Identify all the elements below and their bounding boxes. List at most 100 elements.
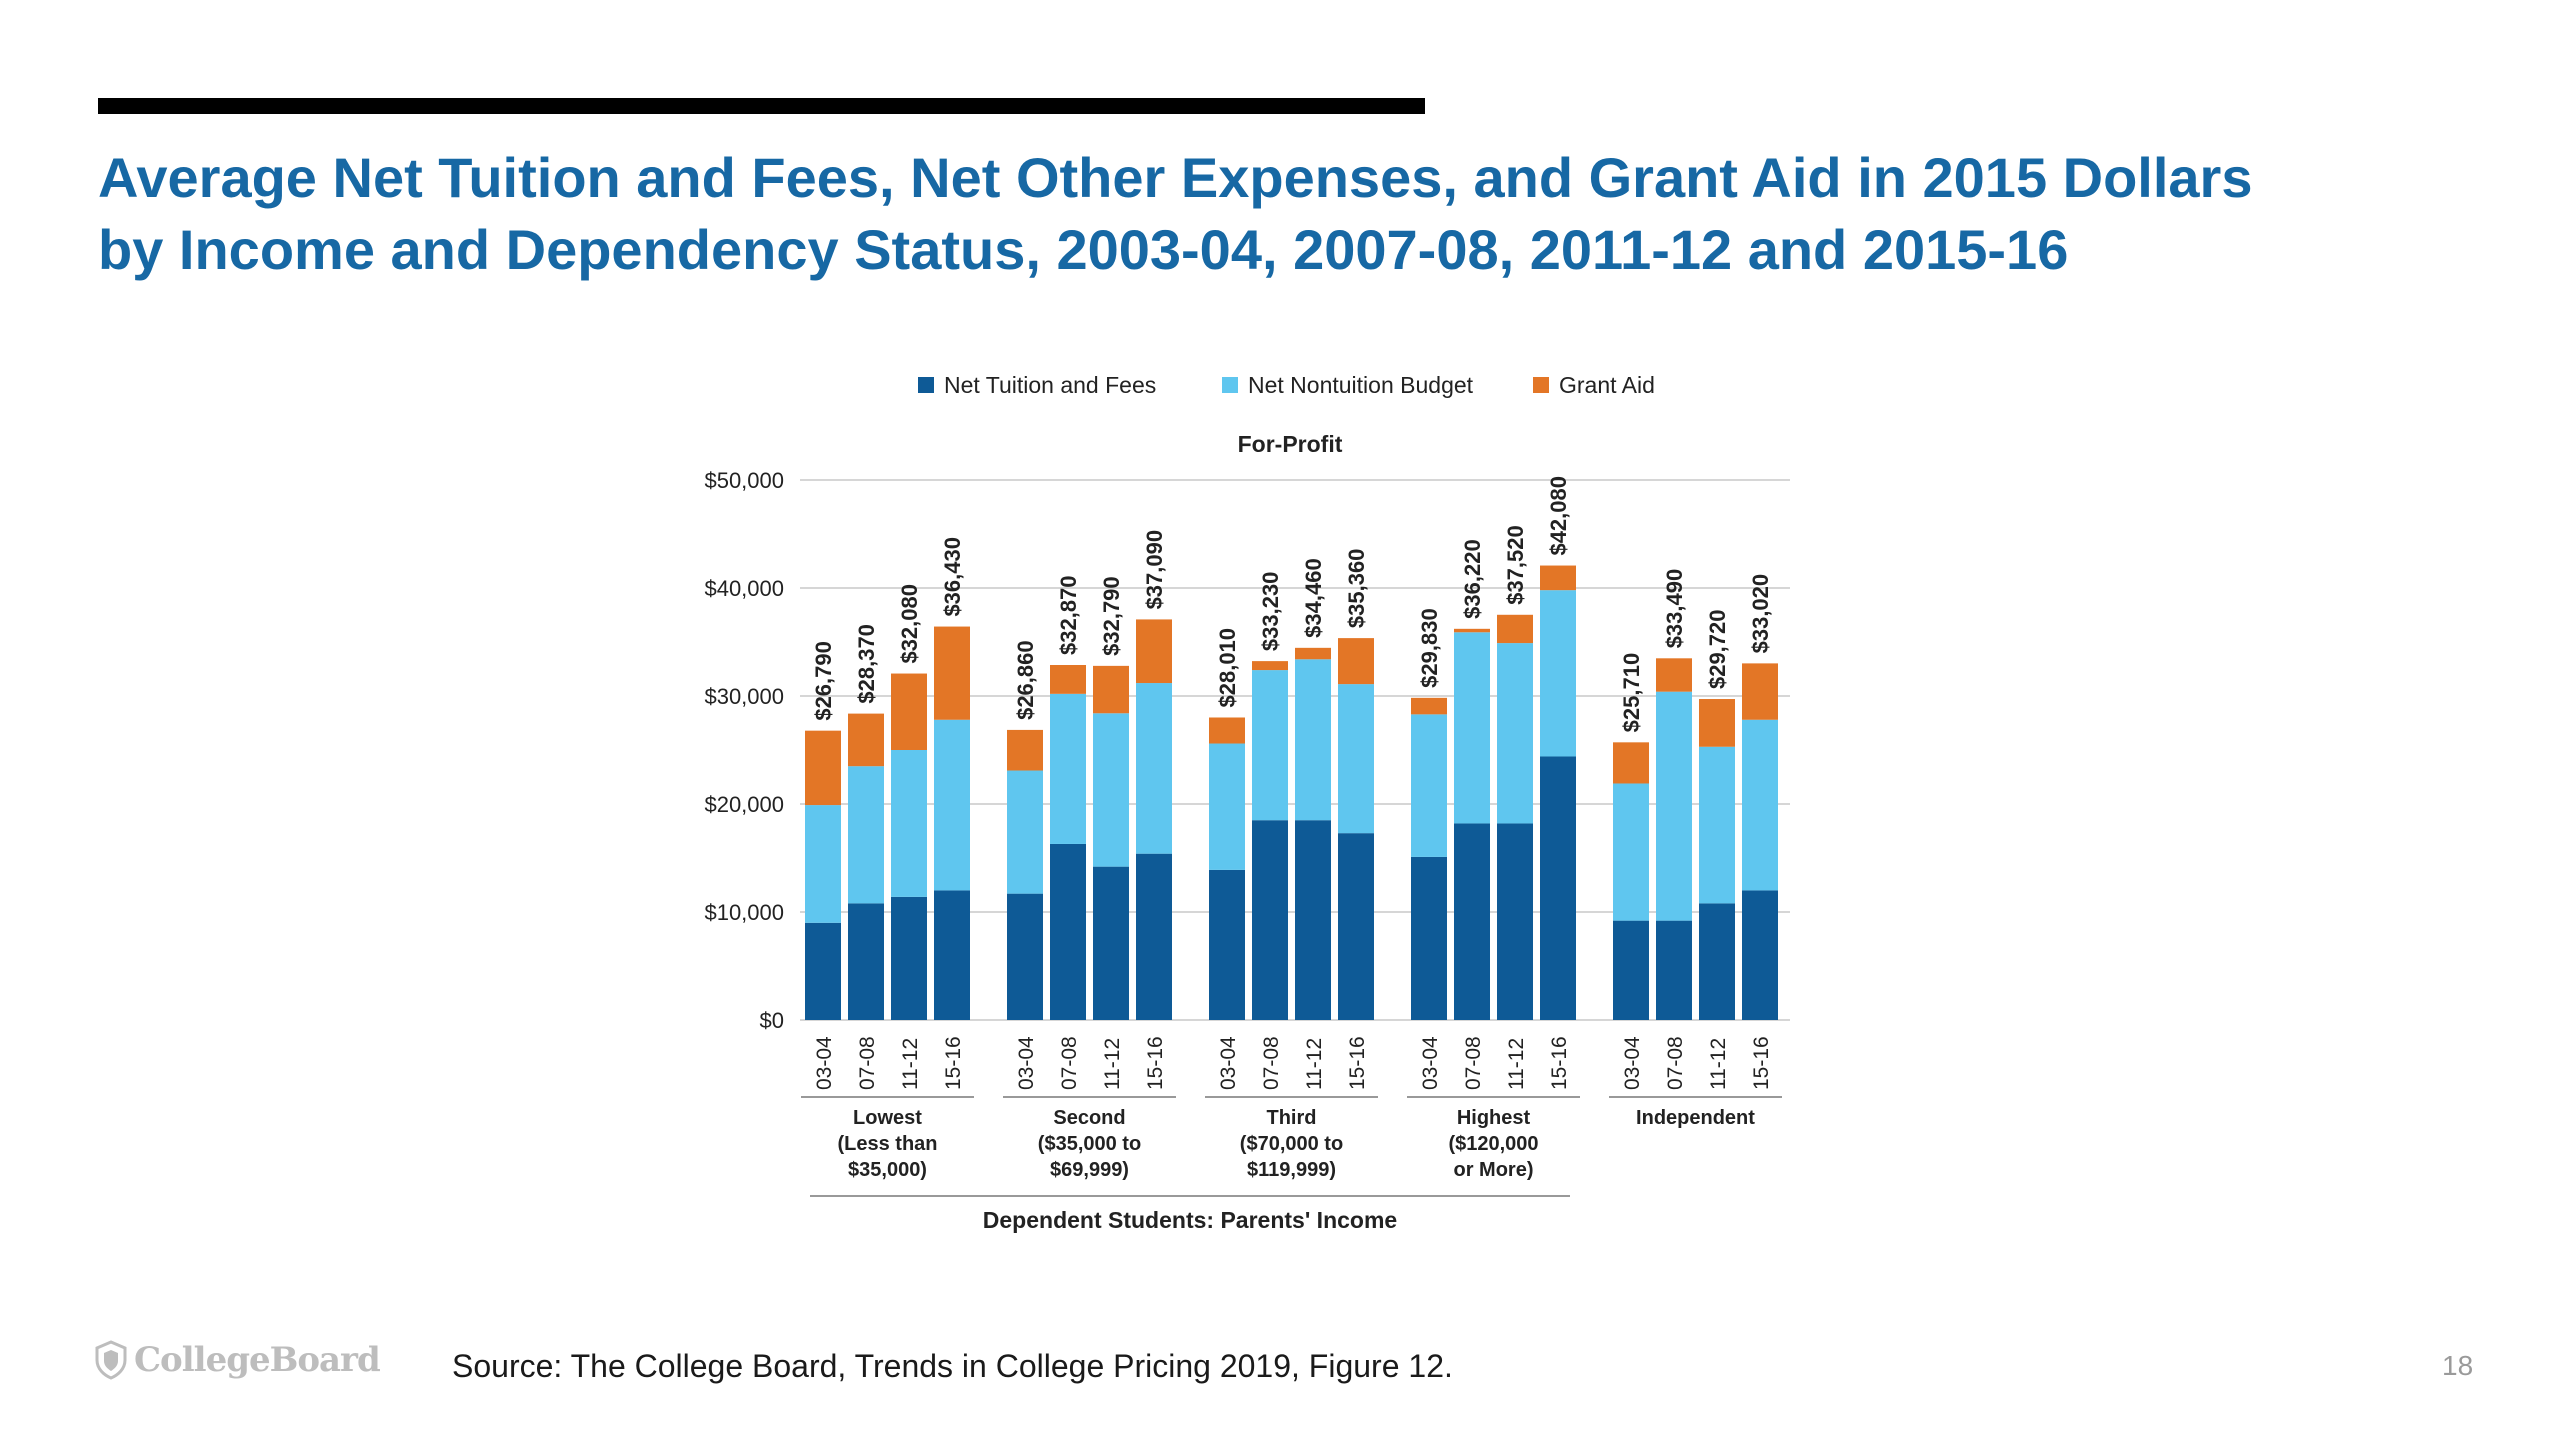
legend-label: Net Nontuition Budget bbox=[1248, 372, 1474, 398]
x-tick-label: 07-08 bbox=[1058, 1036, 1081, 1090]
group-label: $35,000) bbox=[848, 1159, 927, 1181]
bar-segment bbox=[1252, 670, 1288, 821]
bar-segment bbox=[1540, 590, 1576, 757]
bar-total-label: $29,830 bbox=[1417, 608, 1442, 688]
bar-segment bbox=[1295, 647, 1331, 660]
group-label: Second bbox=[1053, 1107, 1125, 1129]
bar-segment bbox=[1136, 619, 1172, 684]
bar-segment bbox=[1050, 665, 1086, 694]
bar-segment bbox=[891, 750, 927, 897]
group-label: Third bbox=[1267, 1107, 1317, 1129]
bar-total-label: $33,020 bbox=[1748, 574, 1773, 654]
x-tick-label: 03-04 bbox=[813, 1036, 836, 1090]
bar-segment bbox=[1656, 920, 1692, 1020]
y-tick-label: $50,000 bbox=[704, 468, 784, 493]
bar-segment bbox=[805, 730, 841, 806]
bar-segment bbox=[1411, 697, 1447, 715]
bar-segment bbox=[891, 673, 927, 750]
bar-total-label: $32,080 bbox=[897, 584, 922, 664]
bar-segment bbox=[1338, 638, 1374, 685]
bar-segment bbox=[1252, 661, 1288, 671]
bar-segment bbox=[1540, 565, 1576, 591]
bar-segment bbox=[1050, 843, 1086, 1020]
x-tick-label: 07-08 bbox=[1664, 1036, 1687, 1090]
bar-total-label: $37,520 bbox=[1503, 525, 1528, 605]
legend-swatch bbox=[1533, 377, 1549, 393]
stacked-bar-chart: $0 $10,000 $20,000 $30,000 $40,000 $50,000 For… bbox=[704, 372, 1790, 1233]
title-rule bbox=[98, 98, 1425, 114]
source-note: Source: The College Board, Trends in Col… bbox=[452, 1348, 1453, 1384]
bar-total-label: $28,370 bbox=[854, 624, 879, 704]
bar-segment bbox=[1540, 756, 1576, 1020]
bar-segment bbox=[1136, 853, 1172, 1020]
y-tick-label: $30,000 bbox=[704, 684, 784, 709]
bar-segment bbox=[1093, 713, 1129, 867]
group-label: ($120,000 bbox=[1448, 1133, 1538, 1155]
bar-total-label: $35,360 bbox=[1344, 549, 1369, 629]
bracket-label: Dependent Students: Parents' Income bbox=[983, 1207, 1397, 1233]
bar-segment bbox=[1209, 869, 1245, 1020]
y-tick-label: $40,000 bbox=[704, 576, 784, 601]
x-tick-label: 11-12 bbox=[1505, 1038, 1528, 1090]
shield-icon bbox=[95, 1340, 127, 1380]
bar-segment bbox=[1699, 746, 1735, 904]
group-label: ($35,000 to bbox=[1038, 1133, 1141, 1155]
x-tick-label: 03-04 bbox=[1217, 1036, 1240, 1090]
bar-segment bbox=[1007, 893, 1043, 1020]
bar-total-label: $36,220 bbox=[1460, 539, 1485, 619]
group-label: Lowest bbox=[853, 1107, 922, 1129]
x-tick-label: 11-12 bbox=[1707, 1038, 1730, 1090]
x-tick-label: 03-04 bbox=[1621, 1036, 1644, 1090]
collegeboard-logo: CollegeBoard bbox=[94, 1340, 381, 1380]
bar-segment bbox=[1050, 693, 1086, 844]
y-tick-label: $10,000 bbox=[704, 900, 784, 925]
x-tick-label: 11-12 bbox=[899, 1038, 922, 1090]
bar-segment bbox=[848, 713, 884, 767]
x-tick-label: 15-16 bbox=[1548, 1036, 1571, 1090]
bar-segment bbox=[805, 922, 841, 1020]
x-tick-label: 11-12 bbox=[1101, 1038, 1124, 1090]
bar-segment bbox=[1497, 643, 1533, 824]
bar-segment bbox=[1209, 743, 1245, 870]
bar-total-label: $25,710 bbox=[1619, 653, 1644, 733]
legend-label: Grant Aid bbox=[1559, 372, 1655, 398]
bar-total-label: $28,010 bbox=[1215, 628, 1240, 708]
group-label: Independent bbox=[1636, 1107, 1755, 1129]
x-tick-label: 11-12 bbox=[1303, 1038, 1326, 1090]
slide-title-line-1: Average Net Tuition and Fees, Net Other … bbox=[98, 146, 2253, 209]
bar-segment bbox=[805, 805, 841, 923]
bar-segment bbox=[1699, 903, 1735, 1020]
bar-total-label: $26,860 bbox=[1013, 640, 1038, 720]
group-label: Highest bbox=[1457, 1107, 1531, 1129]
bar-total-label: $29,720 bbox=[1705, 609, 1730, 689]
chart-title: For-Profit bbox=[1238, 431, 1343, 457]
bar-total-label: $42,080 bbox=[1546, 476, 1571, 556]
group-label: $119,999) bbox=[1247, 1159, 1336, 1181]
bar-segment bbox=[1613, 783, 1649, 921]
slide-title-line-2: by Income and Dependency Status, 2003-04… bbox=[98, 218, 2069, 281]
bar-segment bbox=[1007, 729, 1043, 771]
bar-segment bbox=[1209, 717, 1245, 744]
bar-segment bbox=[934, 719, 970, 891]
bar-segment bbox=[1656, 658, 1692, 692]
legend-label: Net Tuition and Fees bbox=[944, 372, 1156, 398]
bar-total-label: $33,230 bbox=[1258, 572, 1283, 652]
bar-segment bbox=[1454, 628, 1490, 633]
bar-segment bbox=[1136, 683, 1172, 854]
bar-segment bbox=[1656, 691, 1692, 921]
bar-segment bbox=[1338, 684, 1374, 834]
legend-swatch bbox=[918, 377, 934, 393]
x-tick-label: 03-04 bbox=[1419, 1036, 1442, 1090]
bar-segment bbox=[1295, 659, 1331, 821]
bar-total-label: $33,490 bbox=[1662, 569, 1687, 649]
logo-wordmark: CollegeBoard bbox=[134, 1340, 381, 1380]
bar-total-label: $34,460 bbox=[1301, 558, 1326, 638]
x-tick-label: 07-08 bbox=[1462, 1036, 1485, 1090]
group-label: (Less than bbox=[837, 1133, 937, 1155]
bar-segment bbox=[1411, 714, 1447, 857]
bar-segment bbox=[1742, 719, 1778, 891]
bar-segment bbox=[1252, 820, 1288, 1020]
bar-segment bbox=[1411, 856, 1447, 1020]
bar-total-label: $37,090 bbox=[1142, 530, 1167, 610]
bar-segment bbox=[934, 626, 970, 720]
